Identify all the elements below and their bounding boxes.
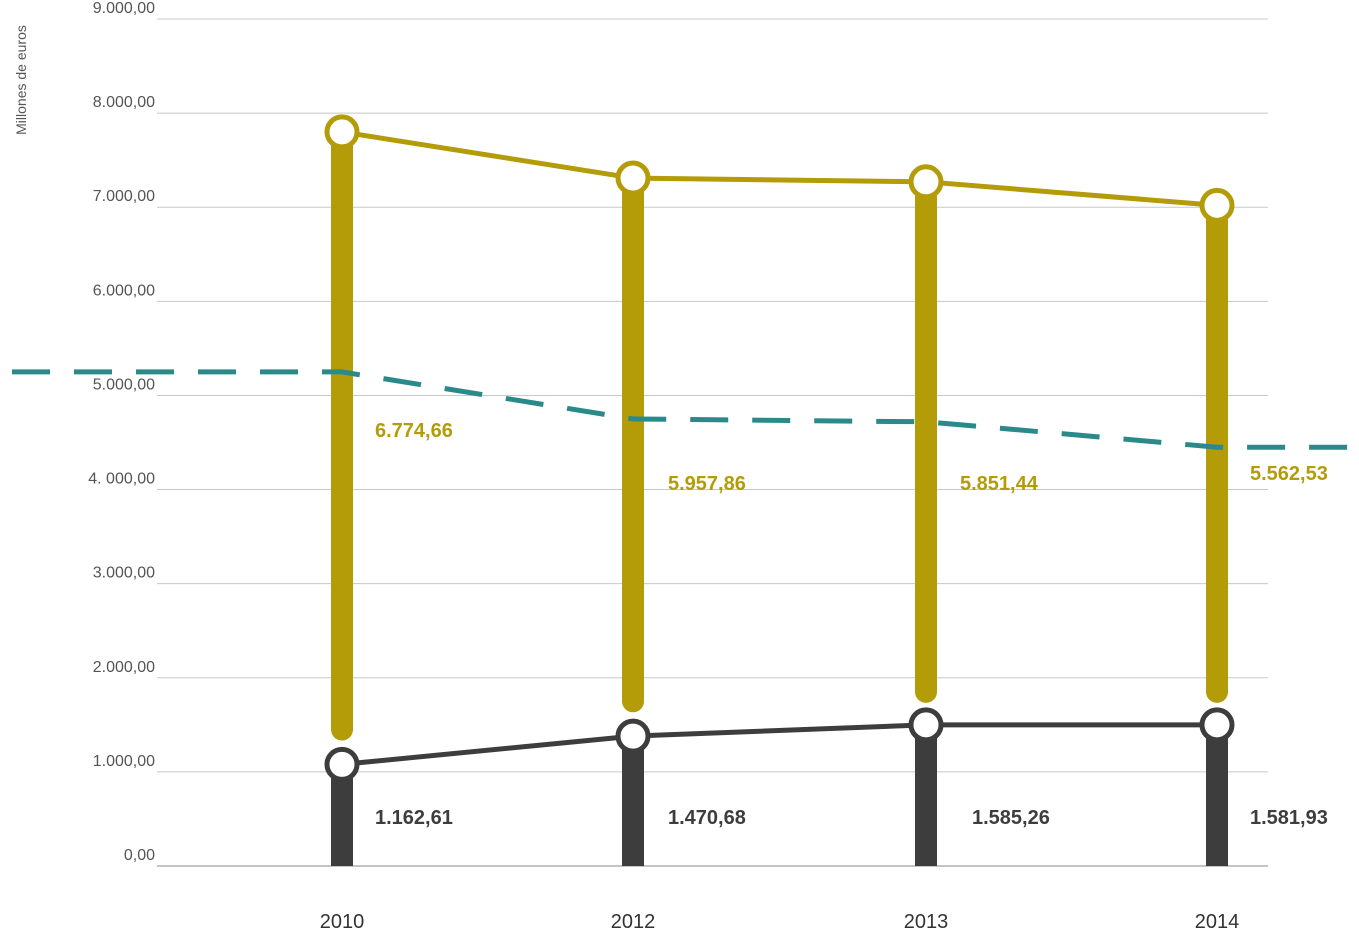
series-lines (12, 129, 1359, 767)
y-tick-label: 1.000,00 (93, 753, 155, 770)
y-tick-label: 6.000,00 (93, 282, 155, 299)
gold-line (341, 129, 1218, 208)
dark-data-label: 1.585,26 (972, 807, 1050, 829)
y-tick-label: 7.000,00 (93, 188, 155, 205)
gold-point (615, 160, 651, 196)
x-tick-labels: 2010 2012 2013 2014 (320, 911, 1240, 932)
dark-data-label: 1.162,61 (375, 807, 453, 829)
x-tick-label: 2013 (904, 911, 949, 932)
y-axis-title: Millones de euros (13, 25, 29, 135)
grid-lines (157, 18, 1268, 867)
y-tick-label: 3.000,00 (93, 565, 155, 582)
dark-point (908, 707, 944, 743)
gold-point (908, 164, 944, 200)
dark-data-label: 1.470,68 (668, 807, 746, 829)
x-tick-label: 2010 (320, 911, 365, 932)
gold-data-label: 5.562,53 (1250, 463, 1328, 485)
data-labels: 6.774,66 5.957,86 5.851,44 5.562,53 1.162,61… (375, 420, 1328, 829)
dark-data-label: 1.581,93 (1250, 807, 1328, 829)
y-tick-label: 9.000,00 (93, 0, 155, 17)
y-tick-label: 8.000,00 (93, 94, 155, 111)
dark-point (615, 718, 651, 754)
x-tick-label: 2014 (1195, 911, 1240, 932)
bars (331, 120, 1228, 866)
teal-dashed-line (12, 369, 1359, 450)
y-tick-label: 0,00 (124, 847, 155, 864)
y-tick-label: 2.000,00 (93, 659, 155, 676)
markers (324, 114, 1235, 782)
gold-data-label: 6.774,66 (375, 420, 453, 442)
y-tick-labels: 0,00 1.000,00 2.000,00 3.000,00 4. 000,00 5.0… (88, 0, 155, 864)
gold-data-label: 5.851,44 (960, 473, 1039, 495)
dark-point (1199, 707, 1235, 743)
y-tick-label: 5.000,00 (93, 376, 155, 393)
dark-point (324, 746, 360, 782)
dark-line (341, 722, 1217, 767)
gold-data-label: 5.957,86 (668, 473, 746, 495)
y-tick-label: 4. 000,00 (88, 471, 155, 488)
gold-point (1199, 187, 1235, 223)
x-tick-label: 2012 (611, 911, 656, 932)
gold-point (324, 114, 360, 150)
